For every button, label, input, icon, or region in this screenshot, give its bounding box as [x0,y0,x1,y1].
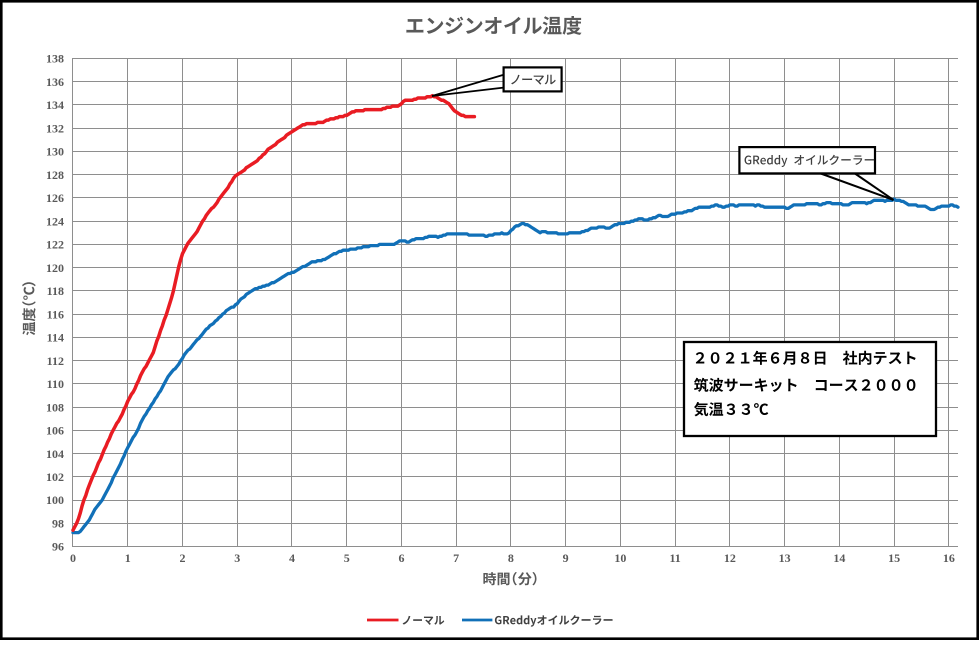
svg-text:130: 130 [46,145,64,159]
svg-text:10: 10 [614,551,626,565]
svg-text:6: 6 [398,551,404,565]
svg-text:118: 118 [47,284,64,298]
svg-text:124: 124 [46,214,64,228]
svg-text:1: 1 [125,551,131,565]
svg-text:134: 134 [46,98,64,112]
svg-text:120: 120 [46,261,64,275]
svg-text:136: 136 [46,75,64,89]
svg-text:102: 102 [46,470,64,484]
svg-text:122: 122 [46,238,64,252]
svg-text:96: 96 [52,540,64,554]
svg-text:0: 0 [70,551,76,565]
svg-text:104: 104 [46,447,64,461]
svg-text:126: 126 [46,191,64,205]
svg-text:8: 8 [508,551,514,565]
svg-text:9: 9 [563,551,569,565]
svg-text:16: 16 [943,551,955,565]
svg-text:108: 108 [46,400,64,414]
svg-text:15: 15 [888,551,900,565]
svg-text:132: 132 [46,121,64,135]
svg-text:11: 11 [669,551,680,565]
svg-text:112: 112 [47,354,64,368]
svg-text:128: 128 [46,168,64,182]
svg-text:14: 14 [833,551,845,565]
svg-text:7: 7 [453,551,459,565]
svg-text:5: 5 [344,551,350,565]
svg-text:114: 114 [47,331,64,345]
svg-text:4: 4 [289,551,295,565]
svg-text:13: 13 [779,551,791,565]
svg-text:100: 100 [46,493,64,507]
svg-text:116: 116 [47,307,64,321]
svg-text:98: 98 [52,516,64,530]
svg-text:138: 138 [46,52,64,66]
svg-text:2: 2 [179,551,185,565]
svg-text:110: 110 [47,377,64,391]
svg-text:3: 3 [234,551,240,565]
svg-text:12: 12 [724,551,736,565]
svg-text:106: 106 [46,424,64,438]
